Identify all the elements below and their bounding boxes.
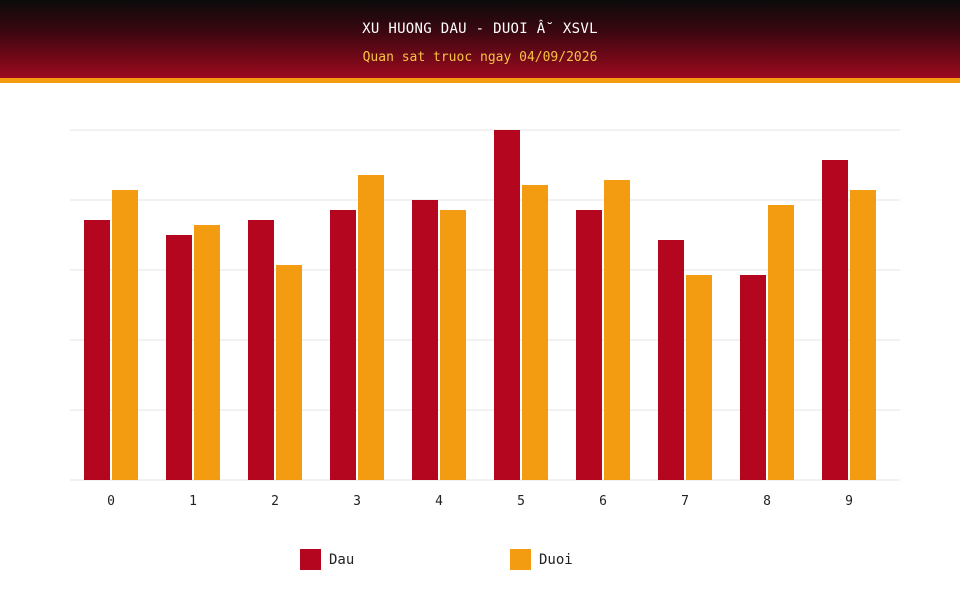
legend-item-duoi: Duoi bbox=[510, 549, 573, 570]
bar-duoi-5 bbox=[522, 185, 548, 480]
x-tick-label: 1 bbox=[189, 494, 197, 509]
x-tick-label: 5 bbox=[517, 494, 525, 509]
bar-duoi-6 bbox=[604, 180, 630, 480]
bar-dau-1 bbox=[166, 235, 192, 480]
x-tick-label: 8 bbox=[763, 494, 771, 509]
x-tick-label: 4 bbox=[435, 494, 443, 509]
bar-duoi-9 bbox=[850, 190, 876, 480]
legend-swatch-duoi bbox=[510, 549, 531, 570]
bar-dau-7 bbox=[658, 240, 684, 480]
x-tick-label: 6 bbox=[599, 494, 607, 509]
bar-dau-5 bbox=[494, 130, 520, 480]
bar-duoi-3 bbox=[358, 175, 384, 480]
bar-dau-3 bbox=[330, 210, 356, 480]
legend-swatch-dau bbox=[300, 549, 321, 570]
chart-subtitle: Quan sat truoc ngay 04/09/2026 bbox=[362, 50, 598, 65]
bar-dau-6 bbox=[576, 210, 602, 480]
chart-title: XU HUONG DAU - DUOI Â˘ XSVL bbox=[362, 21, 598, 37]
bar-dau-2 bbox=[248, 220, 274, 480]
x-tick-label: 2 bbox=[271, 494, 279, 509]
bar-dau-8 bbox=[740, 275, 766, 480]
legend-item-dau: Dau bbox=[300, 549, 354, 570]
bar-duoi-4 bbox=[440, 210, 466, 480]
bar-duoi-2 bbox=[276, 265, 302, 480]
bar-dau-4 bbox=[412, 200, 438, 480]
bar-duoi-0 bbox=[112, 190, 138, 480]
x-tick-label: 9 bbox=[845, 494, 853, 509]
bar-dau-0 bbox=[84, 220, 110, 480]
legend-label-dau: Dau bbox=[329, 551, 355, 568]
x-tick-label: 7 bbox=[681, 494, 689, 509]
bar-duoi-8 bbox=[768, 205, 794, 480]
x-tick-label: 3 bbox=[353, 494, 361, 509]
chart-header: XU HUONG DAU - DUOI Â˘ XSVL Quan sat tru… bbox=[0, 0, 960, 83]
bar-duoi-1 bbox=[194, 225, 220, 480]
legend-label-duoi: Duoi bbox=[539, 551, 573, 568]
bar-dau-9 bbox=[822, 160, 848, 480]
bar-duoi-7 bbox=[686, 275, 712, 480]
x-tick-label: 0 bbox=[107, 494, 115, 509]
